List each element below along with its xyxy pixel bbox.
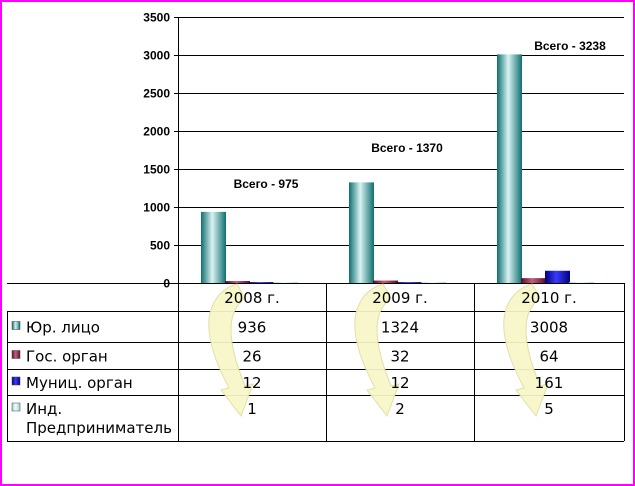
legend-label: Гос. орган <box>26 348 108 366</box>
table-cell: 32 <box>390 348 409 366</box>
bar-2-2 <box>373 280 398 283</box>
table-cell: 12 <box>242 374 261 392</box>
legend-label: Предприниматель <box>26 419 172 437</box>
bar-3-3 <box>545 270 570 283</box>
decorative-arrow <box>354 283 400 418</box>
table-cell: 1 <box>247 400 257 418</box>
legend-key <box>11 350 21 359</box>
total-label: Всего - 975 <box>234 177 299 191</box>
table-cell: 5 <box>544 400 554 418</box>
bar-4-2 <box>421 282 446 283</box>
y-tick-label: 1000 <box>143 201 170 215</box>
bar-1-1 <box>201 211 226 283</box>
y-tick-label: 500 <box>150 239 170 253</box>
total-label: Всего - 3238 <box>534 39 606 53</box>
legend-key <box>11 402 21 412</box>
table-cell: 3008 <box>530 319 568 337</box>
bar-3-2 <box>397 282 422 283</box>
table-cell: 161 <box>535 374 564 392</box>
bar-2-3 <box>521 278 546 283</box>
y-tick-label: 3500 <box>143 11 170 25</box>
y-tick-label: 2000 <box>143 125 170 139</box>
table-cell: 936 <box>238 319 267 337</box>
table-cell: 26 <box>242 348 261 366</box>
x-tick-label: 2010 г. <box>521 289 577 307</box>
x-tick-label: 2008 г. <box>224 289 280 307</box>
y-tick-label: 3000 <box>143 49 170 63</box>
bar-1-2 <box>349 182 374 283</box>
legend-label: Муниц. орган <box>26 374 133 392</box>
decorative-arrow <box>503 283 549 418</box>
decorative-arrow <box>208 283 254 418</box>
legend-label: Юр. лицо <box>26 319 100 337</box>
y-tick-label: 1500 <box>143 163 170 177</box>
table-cell: 12 <box>390 374 409 392</box>
bar-3-1 <box>249 282 274 283</box>
bar-4-1 <box>273 282 298 283</box>
table-cell: 1324 <box>381 319 419 337</box>
legend-key <box>11 376 21 386</box>
y-tick-label: 2500 <box>143 87 170 101</box>
x-tick-label: 2009 г. <box>372 289 428 307</box>
bar-4-3 <box>569 282 594 283</box>
legend-label: Инд. <box>26 400 62 418</box>
table-cell: 64 <box>539 348 558 366</box>
legend-key <box>11 321 21 330</box>
bar-2-1 <box>225 281 250 283</box>
table-cell: 2 <box>395 400 405 418</box>
total-label: Всего - 1370 <box>371 141 443 155</box>
bar-1-3 <box>497 54 522 283</box>
